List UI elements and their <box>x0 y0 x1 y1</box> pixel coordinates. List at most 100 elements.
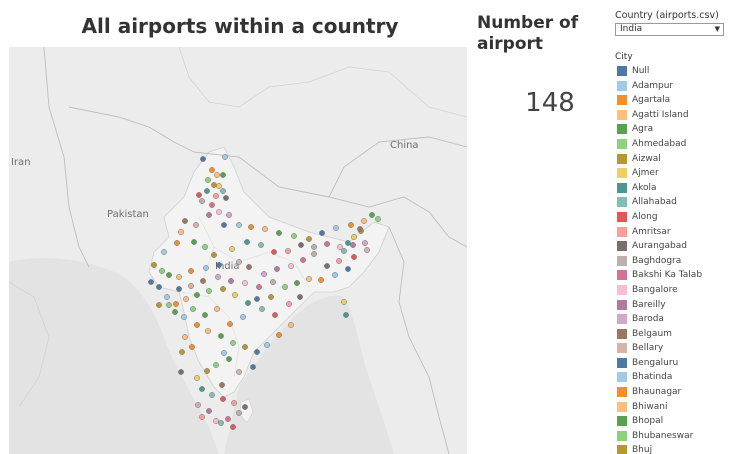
airport-marker[interactable] <box>214 306 220 312</box>
airport-marker[interactable] <box>156 302 162 308</box>
airport-marker[interactable] <box>311 244 317 250</box>
legend-item[interactable]: Ahmedabad <box>617 138 732 153</box>
airport-marker[interactable] <box>375 216 381 222</box>
legend-item[interactable]: Akola <box>617 182 732 197</box>
airport-marker[interactable] <box>189 344 195 350</box>
legend-item[interactable]: Ajmer <box>617 167 732 182</box>
legend-item[interactable]: Bangalore <box>617 284 732 299</box>
airport-marker[interactable] <box>324 241 330 247</box>
airport-marker[interactable] <box>213 193 219 199</box>
airport-marker[interactable] <box>190 306 196 312</box>
airport-marker[interactable] <box>182 218 188 224</box>
legend-item[interactable]: Aurangabad <box>617 240 732 255</box>
airport-marker[interactable] <box>343 312 349 318</box>
legend-item[interactable]: Allahabad <box>617 196 732 211</box>
legend-item[interactable]: Null <box>617 65 732 80</box>
legend-item[interactable]: Amritsar <box>617 226 732 241</box>
legend-item[interactable]: Bareilly <box>617 299 732 314</box>
legend-item[interactable]: Agartala <box>617 94 732 109</box>
legend-item[interactable]: Adampur <box>617 80 732 95</box>
airport-marker[interactable] <box>351 254 357 260</box>
airport-marker[interactable] <box>196 192 202 198</box>
airport-marker[interactable] <box>205 177 211 183</box>
airport-marker[interactable] <box>348 222 354 228</box>
airport-marker[interactable] <box>173 301 179 307</box>
airport-marker[interactable] <box>345 266 351 272</box>
airport-marker[interactable] <box>288 263 294 269</box>
airport-marker[interactable] <box>240 314 246 320</box>
airport-marker[interactable] <box>181 314 187 320</box>
airport-marker[interactable] <box>151 262 157 268</box>
legend-item[interactable]: Agra <box>617 123 732 138</box>
airport-marker[interactable] <box>236 410 242 416</box>
airport-marker[interactable] <box>268 294 274 300</box>
airport-marker[interactable] <box>182 334 188 340</box>
airport-marker[interactable] <box>199 198 205 204</box>
airport-marker[interactable] <box>227 321 233 327</box>
map-canvas[interactable]: Iran Pakistan India China <box>9 47 467 454</box>
airport-marker[interactable] <box>306 236 312 242</box>
airport-marker[interactable] <box>276 230 282 236</box>
airport-marker[interactable] <box>242 280 248 286</box>
airport-dots[interactable] <box>148 154 381 430</box>
airport-marker[interactable] <box>297 294 303 300</box>
airport-marker[interactable] <box>262 226 268 232</box>
airport-marker[interactable] <box>250 364 256 370</box>
airport-marker[interactable] <box>288 322 294 328</box>
airport-marker[interactable] <box>206 212 212 218</box>
airport-marker[interactable] <box>337 244 343 250</box>
airport-marker[interactable] <box>215 274 221 280</box>
airport-marker[interactable] <box>264 342 270 348</box>
airport-marker[interactable] <box>345 240 351 246</box>
airport-marker[interactable] <box>166 302 172 308</box>
airport-marker[interactable] <box>194 292 200 298</box>
airport-marker[interactable] <box>228 278 234 284</box>
airport-marker[interactable] <box>206 288 212 294</box>
airport-marker[interactable] <box>176 286 182 292</box>
airport-marker[interactable] <box>286 301 292 307</box>
airport-marker[interactable] <box>203 265 209 271</box>
airport-marker[interactable] <box>194 375 200 381</box>
airport-marker[interactable] <box>232 292 238 298</box>
airport-marker[interactable] <box>236 259 242 265</box>
airport-marker[interactable] <box>204 368 210 374</box>
airport-marker[interactable] <box>272 312 278 318</box>
legend-item[interactable]: Bhaunagar <box>617 386 732 401</box>
airport-marker[interactable] <box>188 283 194 289</box>
airport-marker[interactable] <box>362 240 368 246</box>
airport-marker[interactable] <box>242 344 248 350</box>
airport-marker[interactable] <box>254 349 260 355</box>
airport-marker[interactable] <box>298 242 304 248</box>
airport-marker[interactable] <box>282 284 288 290</box>
airport-marker[interactable] <box>216 209 222 215</box>
legend-item[interactable]: Aizwal <box>617 153 732 168</box>
airport-marker[interactable] <box>333 225 339 231</box>
airport-marker[interactable] <box>226 212 232 218</box>
airport-marker[interactable] <box>246 264 252 270</box>
airport-marker[interactable] <box>204 188 210 194</box>
airport-marker[interactable] <box>156 284 162 290</box>
airport-marker[interactable] <box>256 284 262 290</box>
airport-marker[interactable] <box>311 251 317 257</box>
airport-marker[interactable] <box>164 294 170 300</box>
airport-marker[interactable] <box>202 312 208 318</box>
airport-marker[interactable] <box>350 242 356 248</box>
airport-marker[interactable] <box>200 278 206 284</box>
airport-marker[interactable] <box>274 266 280 272</box>
airport-marker[interactable] <box>230 424 236 430</box>
airport-marker[interactable] <box>195 402 201 408</box>
airport-marker[interactable] <box>166 272 172 278</box>
airport-marker[interactable] <box>193 222 199 228</box>
legend-item[interactable]: Bellary <box>617 342 732 357</box>
airport-marker[interactable] <box>285 248 291 254</box>
airport-marker[interactable] <box>199 414 205 420</box>
airport-marker[interactable] <box>183 296 189 302</box>
airport-marker[interactable] <box>218 420 224 426</box>
legend-item[interactable]: Bhopal <box>617 415 732 430</box>
airport-marker[interactable] <box>258 242 264 248</box>
airport-marker[interactable] <box>230 340 236 346</box>
airport-marker[interactable] <box>225 416 231 422</box>
airport-marker[interactable] <box>209 167 215 173</box>
airport-marker[interactable] <box>214 172 220 178</box>
airport-marker[interactable] <box>324 263 330 269</box>
